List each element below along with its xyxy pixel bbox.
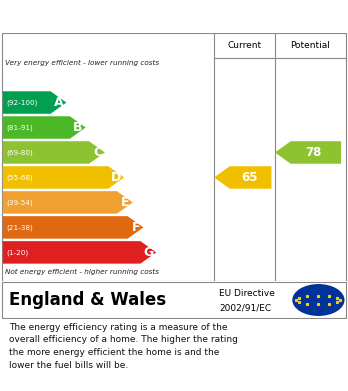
Text: A: A [54, 96, 63, 109]
Text: (1-20): (1-20) [6, 249, 29, 256]
Text: 78: 78 [305, 146, 322, 159]
Text: Not energy efficient - higher running costs: Not energy efficient - higher running co… [5, 269, 159, 275]
Polygon shape [3, 241, 156, 264]
Text: F: F [132, 221, 141, 234]
Text: Very energy efficient - lower running costs: Very energy efficient - lower running co… [5, 60, 159, 66]
Text: 65: 65 [242, 171, 258, 184]
Text: EU Directive: EU Directive [219, 289, 275, 298]
Text: 2002/91/EC: 2002/91/EC [219, 303, 271, 312]
Text: (39-54): (39-54) [6, 199, 33, 206]
Text: Energy Efficiency Rating: Energy Efficiency Rating [9, 9, 230, 24]
Polygon shape [3, 166, 124, 189]
Polygon shape [275, 141, 341, 164]
Polygon shape [3, 141, 105, 164]
Polygon shape [3, 91, 66, 114]
Text: England & Wales: England & Wales [9, 291, 166, 309]
Text: Current: Current [227, 41, 262, 50]
Text: E: E [121, 196, 130, 209]
Polygon shape [3, 191, 133, 214]
Text: B: B [73, 121, 83, 134]
Text: D: D [111, 171, 121, 184]
Text: C: C [93, 146, 102, 159]
Text: (55-68): (55-68) [6, 174, 33, 181]
Ellipse shape [292, 284, 345, 316]
Text: (21-38): (21-38) [6, 224, 33, 231]
Text: (69-80): (69-80) [6, 149, 33, 156]
Polygon shape [3, 216, 143, 239]
Text: The energy efficiency rating is a measure of the
overall efficiency of a home. T: The energy efficiency rating is a measur… [9, 323, 238, 370]
Polygon shape [3, 116, 86, 139]
Text: (81-91): (81-91) [6, 124, 33, 131]
Text: G: G [143, 246, 153, 259]
Text: Potential: Potential [290, 41, 330, 50]
Polygon shape [214, 166, 271, 189]
Text: (92-100): (92-100) [6, 99, 38, 106]
